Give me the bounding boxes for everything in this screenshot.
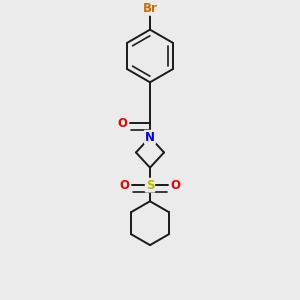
Text: Br: Br xyxy=(142,2,158,15)
Text: O: O xyxy=(171,179,181,192)
Text: O: O xyxy=(118,117,128,130)
Text: S: S xyxy=(146,179,154,192)
Text: O: O xyxy=(119,179,129,192)
Text: N: N xyxy=(145,131,155,144)
